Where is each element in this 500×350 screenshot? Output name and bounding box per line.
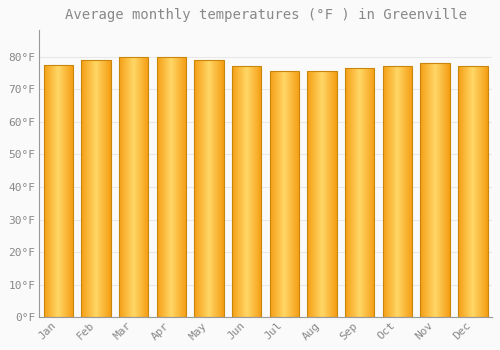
Bar (308, 71, 337, 317)
Bar (345, 68, 374, 317)
Bar (232, 66, 262, 317)
Bar (270, 71, 299, 317)
Bar (194, 60, 224, 317)
Bar (156, 57, 186, 317)
Bar (383, 66, 412, 317)
Bar (82, 60, 110, 317)
Title: Average monthly temperatures (°F ) in Greenville: Average monthly temperatures (°F ) in Gr… (64, 8, 466, 22)
Bar (119, 57, 148, 317)
Bar (44, 65, 73, 317)
Bar (420, 63, 450, 317)
Bar (458, 66, 488, 317)
